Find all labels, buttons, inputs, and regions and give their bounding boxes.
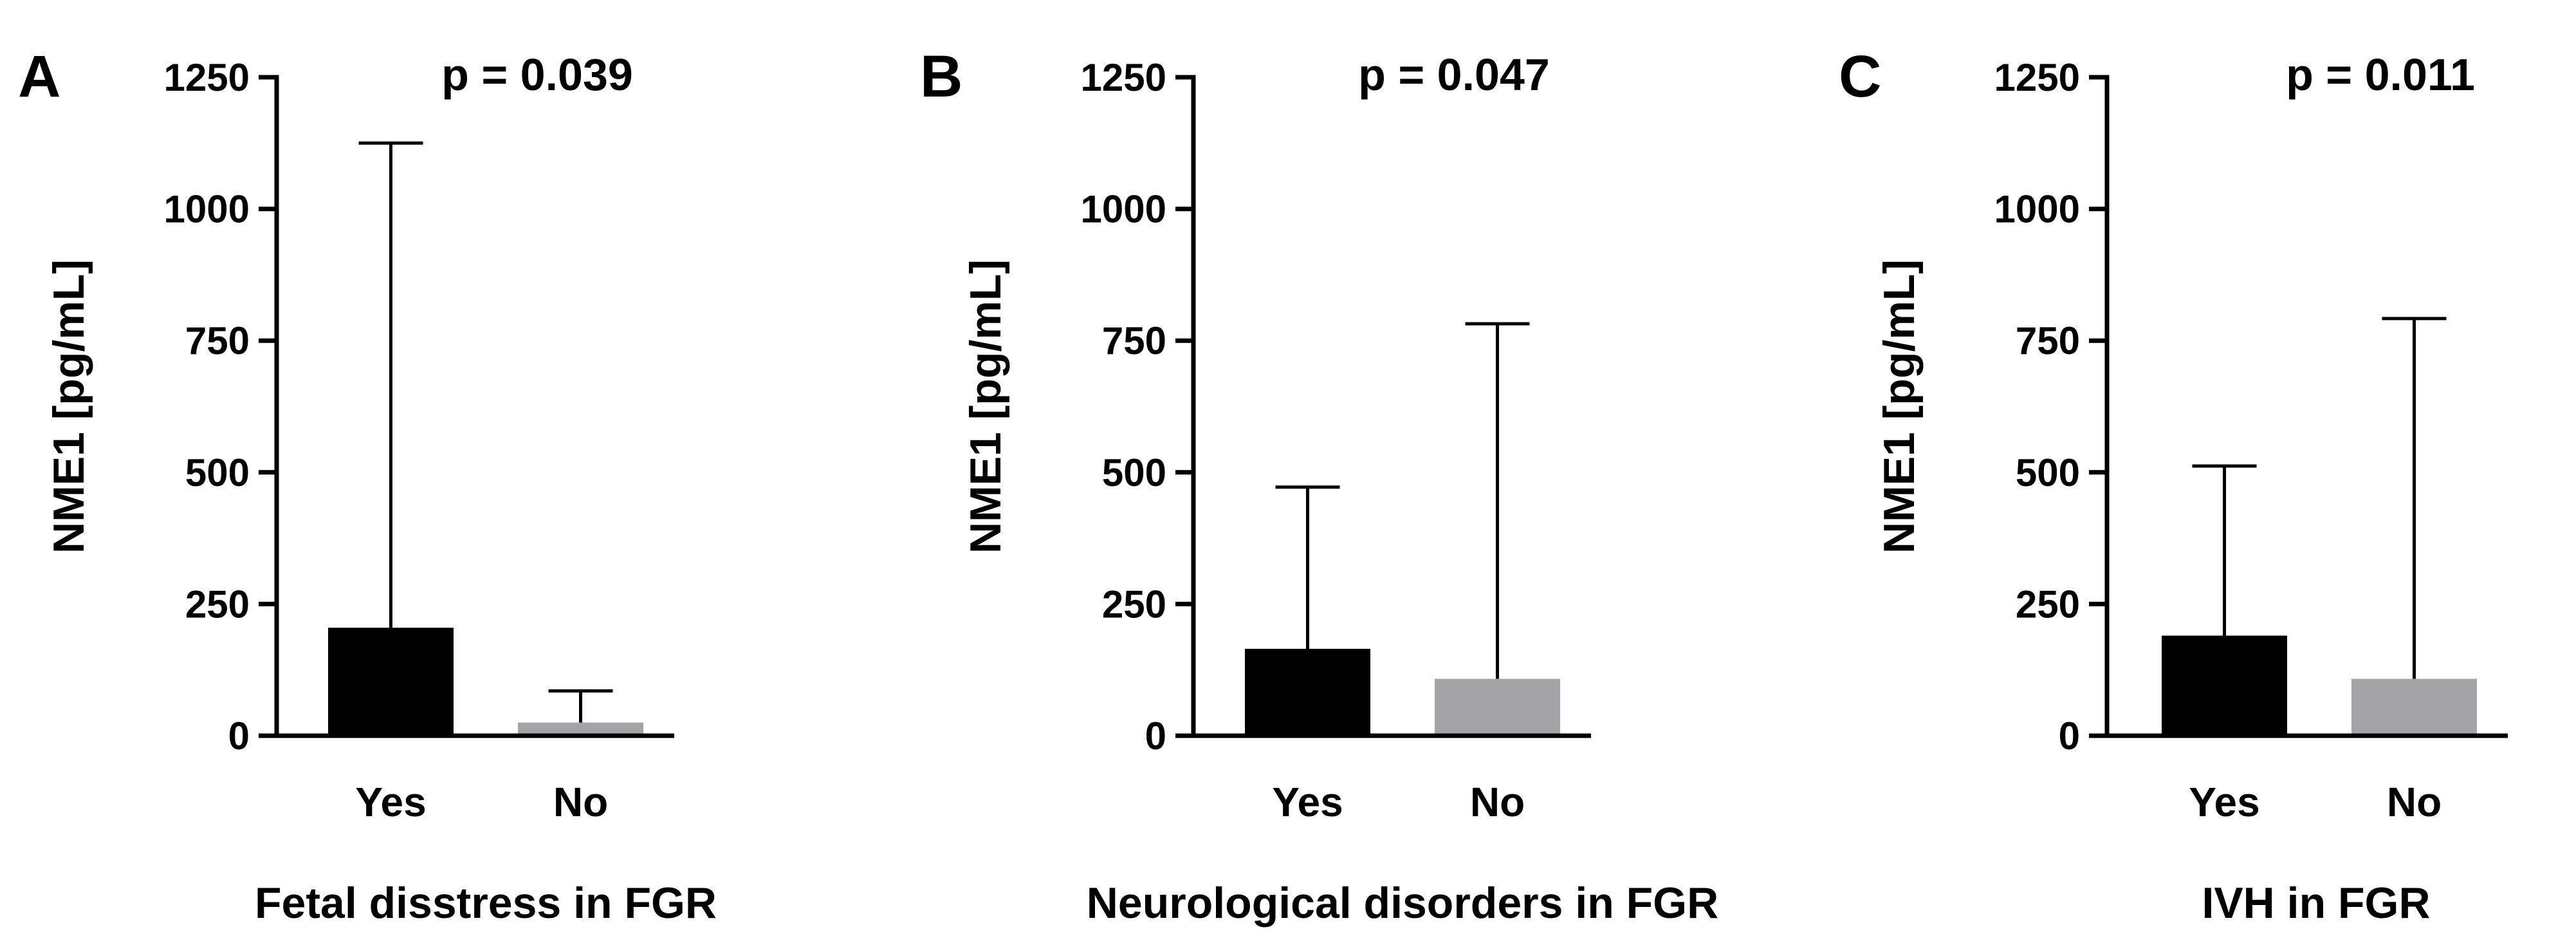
y-tick-label: 1000 — [164, 188, 250, 231]
category-label: Yes — [355, 779, 426, 825]
bar — [2162, 635, 2287, 736]
y-tick-label: 500 — [2016, 451, 2080, 494]
p-value-annotation: p = 0.011 — [2286, 50, 2475, 100]
p-value-annotation: p = 0.039 — [441, 50, 633, 100]
y-tick-label: 500 — [185, 451, 250, 494]
y-tick-label: 750 — [1102, 319, 1166, 362]
chart-panel-c: C 0 250 500 750 1000 1250 NME1 [pg/mL] Yes No IVH … — [1839, 44, 2508, 928]
y-tick-label: 250 — [2016, 583, 2080, 626]
y-tick-label: 250 — [1102, 583, 1166, 626]
y-tick-label: 0 — [1145, 714, 1166, 758]
bar — [1245, 648, 1370, 736]
category-label: No — [2387, 779, 2442, 825]
bar — [518, 722, 643, 736]
y-tick-label: 1000 — [1994, 188, 2080, 231]
x-axis-label: Neurological disorders in FGR — [1087, 879, 1718, 928]
bar — [2351, 678, 2477, 736]
y-tick-label: 1000 — [1081, 188, 1166, 231]
y-axis-label: NME1 [pg/mL] — [961, 259, 1010, 554]
y-tick-label: 250 — [185, 583, 250, 626]
category-label: No — [1470, 779, 1525, 825]
y-tick-label: 750 — [2016, 319, 2080, 362]
x-axis-label: Fetal disstress in FGR — [255, 879, 717, 928]
y-tick-label: 0 — [2059, 714, 2080, 758]
bar — [1435, 678, 1560, 736]
y-axis-label: NME1 [pg/mL] — [44, 259, 93, 554]
y-tick-label: 1250 — [1081, 56, 1166, 99]
category-label: Yes — [1272, 779, 1343, 825]
chart-panel-b: B 0 250 500 750 1000 1250 NME1 [pg/mL] Yes No Neur… — [920, 44, 1718, 928]
panel-letter: C — [1839, 44, 1881, 109]
category-label: Yes — [2189, 779, 2259, 825]
category-label: No — [553, 779, 608, 825]
y-tick-label: 750 — [185, 319, 250, 362]
x-axis-label: IVH in FGR — [2202, 879, 2430, 928]
panel-letter: A — [18, 44, 60, 109]
p-value-annotation: p = 0.047 — [1358, 50, 1550, 100]
panel-letter: B — [920, 44, 962, 109]
y-tick-label: 0 — [228, 714, 250, 758]
bar — [328, 628, 454, 736]
chart-panel-a: A 0 250 500 750 1000 1250 NME1 [pg/mL] Yes No Feta… — [18, 44, 717, 928]
y-tick-label: 1250 — [164, 56, 250, 99]
y-tick-label: 1250 — [1994, 56, 2080, 99]
y-tick-label: 500 — [1102, 451, 1166, 494]
y-axis-label: NME1 [pg/mL] — [1875, 259, 1924, 554]
